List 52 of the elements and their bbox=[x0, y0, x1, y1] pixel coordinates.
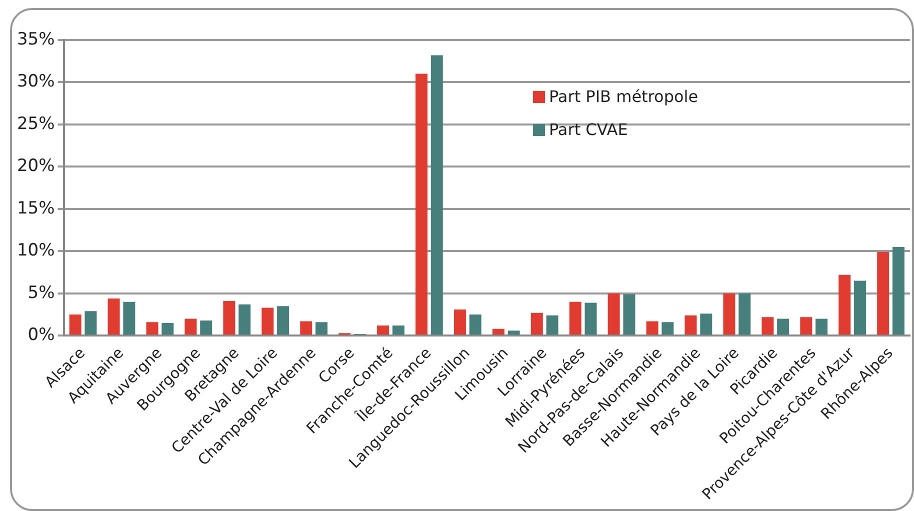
bar bbox=[508, 330, 520, 335]
bar bbox=[662, 322, 674, 335]
bar bbox=[623, 294, 636, 335]
bar bbox=[892, 246, 904, 335]
bar bbox=[146, 322, 158, 335]
bar bbox=[738, 293, 751, 335]
bar bbox=[492, 328, 504, 335]
bar bbox=[877, 252, 890, 335]
bar bbox=[469, 314, 482, 335]
bar bbox=[238, 304, 251, 335]
bar bbox=[546, 315, 558, 335]
bar bbox=[569, 302, 582, 335]
y-tick-label: 5% bbox=[28, 282, 55, 303]
bar bbox=[162, 322, 174, 335]
bar bbox=[69, 314, 82, 335]
y-tick-label: 20% bbox=[16, 156, 55, 176]
bar bbox=[646, 321, 658, 335]
bar bbox=[223, 301, 236, 335]
bar bbox=[416, 74, 428, 335]
bar bbox=[84, 311, 97, 335]
bar bbox=[300, 321, 312, 335]
bar bbox=[392, 326, 404, 335]
bar bbox=[684, 315, 697, 335]
y-tick-label: 10% bbox=[16, 240, 55, 261]
bar bbox=[184, 318, 197, 335]
legend-label: Part CVAE bbox=[549, 120, 628, 139]
bar bbox=[700, 314, 712, 335]
bar bbox=[723, 293, 736, 335]
bar bbox=[262, 308, 274, 335]
bar bbox=[838, 274, 851, 335]
bar bbox=[854, 280, 866, 335]
bar bbox=[315, 322, 328, 335]
bar bbox=[530, 312, 543, 335]
bar bbox=[108, 298, 120, 335]
bar bbox=[762, 317, 774, 335]
y-tick-label: 15% bbox=[16, 198, 55, 218]
y-tick-label: 30% bbox=[16, 72, 55, 92]
bar bbox=[377, 326, 390, 335]
bar bbox=[277, 306, 290, 335]
bar bbox=[430, 55, 443, 335]
bar bbox=[454, 309, 466, 335]
bar bbox=[816, 318, 828, 335]
bar bbox=[800, 317, 812, 335]
bar bbox=[777, 318, 790, 335]
y-tick-label: 0% bbox=[28, 325, 55, 346]
bar bbox=[608, 293, 620, 335]
bar bbox=[200, 320, 212, 335]
bar bbox=[584, 302, 597, 335]
y-tick-label: 35% bbox=[16, 29, 55, 50]
bar bbox=[123, 302, 136, 335]
legend-label: Part PIB métropole bbox=[549, 87, 698, 106]
y-tick-label: 25% bbox=[16, 114, 55, 134]
